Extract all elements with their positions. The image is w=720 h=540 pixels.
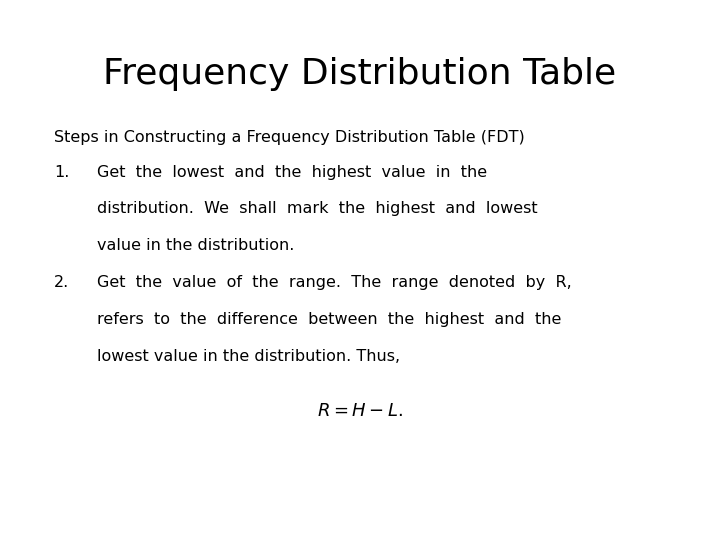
Text: Steps in Constructing a Frequency Distribution Table (FDT): Steps in Constructing a Frequency Distri…	[54, 130, 525, 145]
Text: Get  the  lowest  and  the  highest  value  in  the: Get the lowest and the highest value in …	[97, 165, 487, 180]
Text: value in the distribution.: value in the distribution.	[97, 238, 294, 253]
Text: 2.: 2.	[54, 275, 69, 291]
Text: lowest value in the distribution. Thus,: lowest value in the distribution. Thus,	[97, 349, 400, 364]
Text: Frequency Distribution Table: Frequency Distribution Table	[104, 57, 616, 91]
Text: $R = H - L.$: $R = H - L.$	[317, 402, 403, 420]
Text: refers  to  the  difference  between  the  highest  and  the: refers to the difference between the hig…	[97, 312, 562, 327]
Text: distribution.  We  shall  mark  the  highest  and  lowest: distribution. We shall mark the highest …	[97, 201, 538, 217]
Text: 1.: 1.	[54, 165, 69, 180]
Text: Get  the  value  of  the  range.  The  range  denoted  by  R,: Get the value of the range. The range de…	[97, 275, 572, 291]
